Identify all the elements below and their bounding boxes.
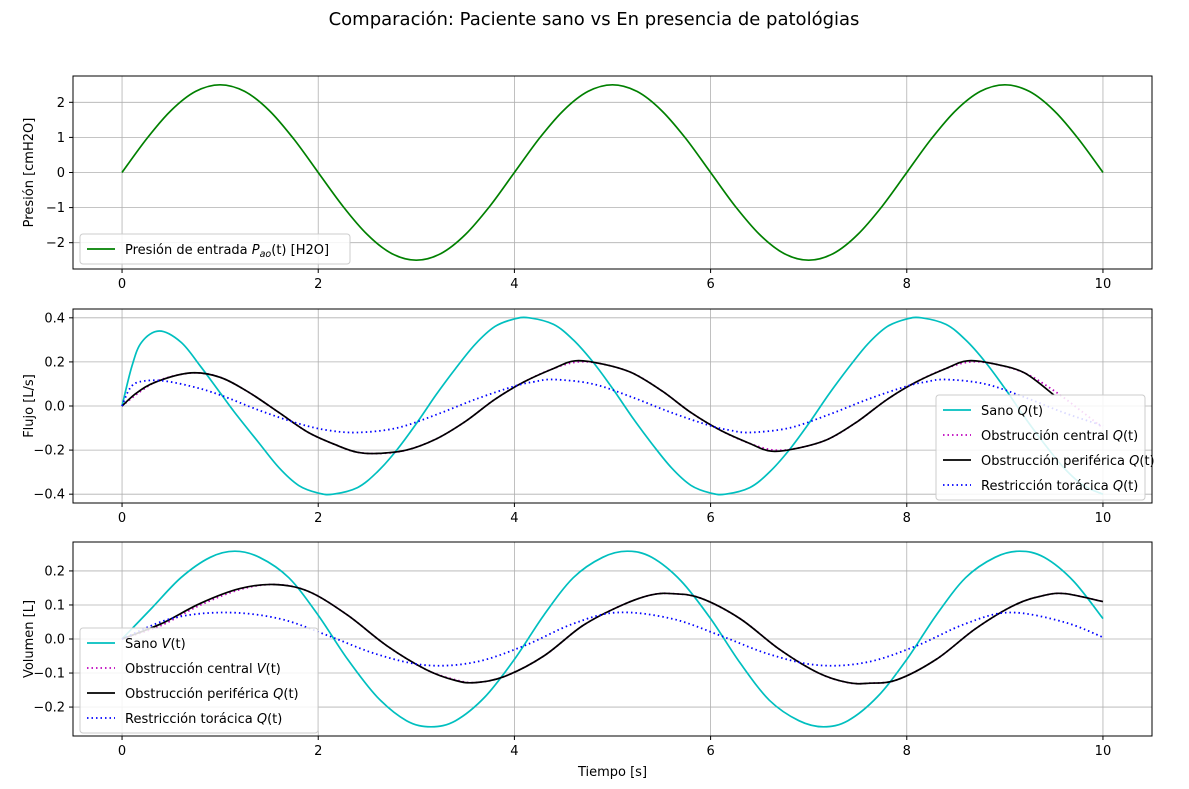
x-tick-label: 10 xyxy=(1095,511,1112,526)
legend-entry: Presión de entrada Pao(t) [H2O] xyxy=(125,243,329,260)
x-tick-label: 8 xyxy=(903,744,911,759)
y-axis-label: Flujo [L/s] xyxy=(22,374,37,438)
x-axis-label: Tiempo [s] xyxy=(577,765,647,780)
x-tick-label: 2 xyxy=(314,511,322,526)
series-line-2 xyxy=(121,359,1055,455)
y-tick-label: 0.2 xyxy=(44,355,65,370)
x-tick-label: 4 xyxy=(510,277,518,292)
x-tick-label: 6 xyxy=(706,511,714,526)
y-tick-label: 0.4 xyxy=(44,311,65,326)
x-tick-label: 8 xyxy=(903,511,911,526)
y-tick-label: 0.2 xyxy=(44,564,65,579)
y-tick-label: 1 xyxy=(57,131,65,146)
legend-entry: Sano V(t) xyxy=(125,637,186,652)
series-line-3 xyxy=(121,378,1104,434)
x-tick-label: 6 xyxy=(706,277,714,292)
y-tick-label: 2 xyxy=(57,96,65,111)
x-tick-label: 6 xyxy=(706,744,714,759)
x-tick-label: 2 xyxy=(314,277,322,292)
legend-entry: Restricción torácica Q(t) xyxy=(125,712,282,727)
y-tick-label: −2 xyxy=(46,236,65,251)
x-tick-label: 2 xyxy=(314,744,322,759)
legend-entry: Obstrucción central Q(t) xyxy=(981,429,1138,444)
legend-entry: Obstrucción periférica Q(t) xyxy=(125,687,299,702)
y-tick-label: 0.0 xyxy=(44,400,65,415)
x-tick-label: 0 xyxy=(118,744,126,759)
x-tick-label: 0 xyxy=(118,277,126,292)
y-tick-label: −1 xyxy=(46,201,65,216)
x-tick-label: 4 xyxy=(510,511,518,526)
series-line-0 xyxy=(121,83,1104,262)
legend-entry: Sano Q(t) xyxy=(981,404,1043,419)
x-tick-label: 10 xyxy=(1095,744,1112,759)
y-tick-label: −0.4 xyxy=(33,488,65,503)
x-tick-label: 10 xyxy=(1095,277,1112,292)
legend: Sano V(t) Obstrucción central V(t) Obstruc… xyxy=(79,627,319,734)
y-axis-label: Presión [cmH2O] xyxy=(22,118,37,228)
x-tick-label: 0 xyxy=(118,511,126,526)
series-line-0 xyxy=(121,316,1104,496)
figure-title: Comparación: Paciente sano vs En presenc… xyxy=(329,9,860,30)
series-line-0 xyxy=(121,550,1104,728)
y-tick-label: 0.1 xyxy=(44,598,65,613)
flow-subplot: 0 2 4 6 8 10 −0.4 −0.2 0.0 0.2 0.4 Flujo [L/s] Sano … xyxy=(22,308,1155,526)
y-tick-label: 0 xyxy=(57,166,65,181)
y-tick-label: −0.2 xyxy=(33,701,65,716)
legend-entry: Restricción torácica Q(t) xyxy=(981,479,1138,494)
x-tick-label: 8 xyxy=(903,277,911,292)
y-axis-label: Volumen [L] xyxy=(22,600,37,678)
y-tick-label: 0.0 xyxy=(44,633,65,648)
legend-entry: Obstrucción central V(t) xyxy=(125,662,281,677)
pressure-subplot: 0 2 4 6 8 10 −2 −1 0 1 2 Presión [cmH2O] Presión de … xyxy=(22,75,1153,292)
legend-entry: Obstrucción periférica Q(t) xyxy=(981,454,1155,469)
legend: Sano Q(t) Obstrucción central Q(t) Obstruc… xyxy=(935,394,1155,501)
y-tick-label: −0.2 xyxy=(33,444,65,459)
x-tick-label: 4 xyxy=(510,744,518,759)
series-line-2 xyxy=(121,583,1104,685)
legend: Presión de entrada Pao(t) [H2O] xyxy=(79,233,351,265)
y-tick-label: −0.1 xyxy=(33,667,65,682)
volume-subplot: 0 2 4 6 8 10 −0.2 −0.1 0.0 0.1 0.2 Volumen [L] Tiemp… xyxy=(22,541,1153,780)
